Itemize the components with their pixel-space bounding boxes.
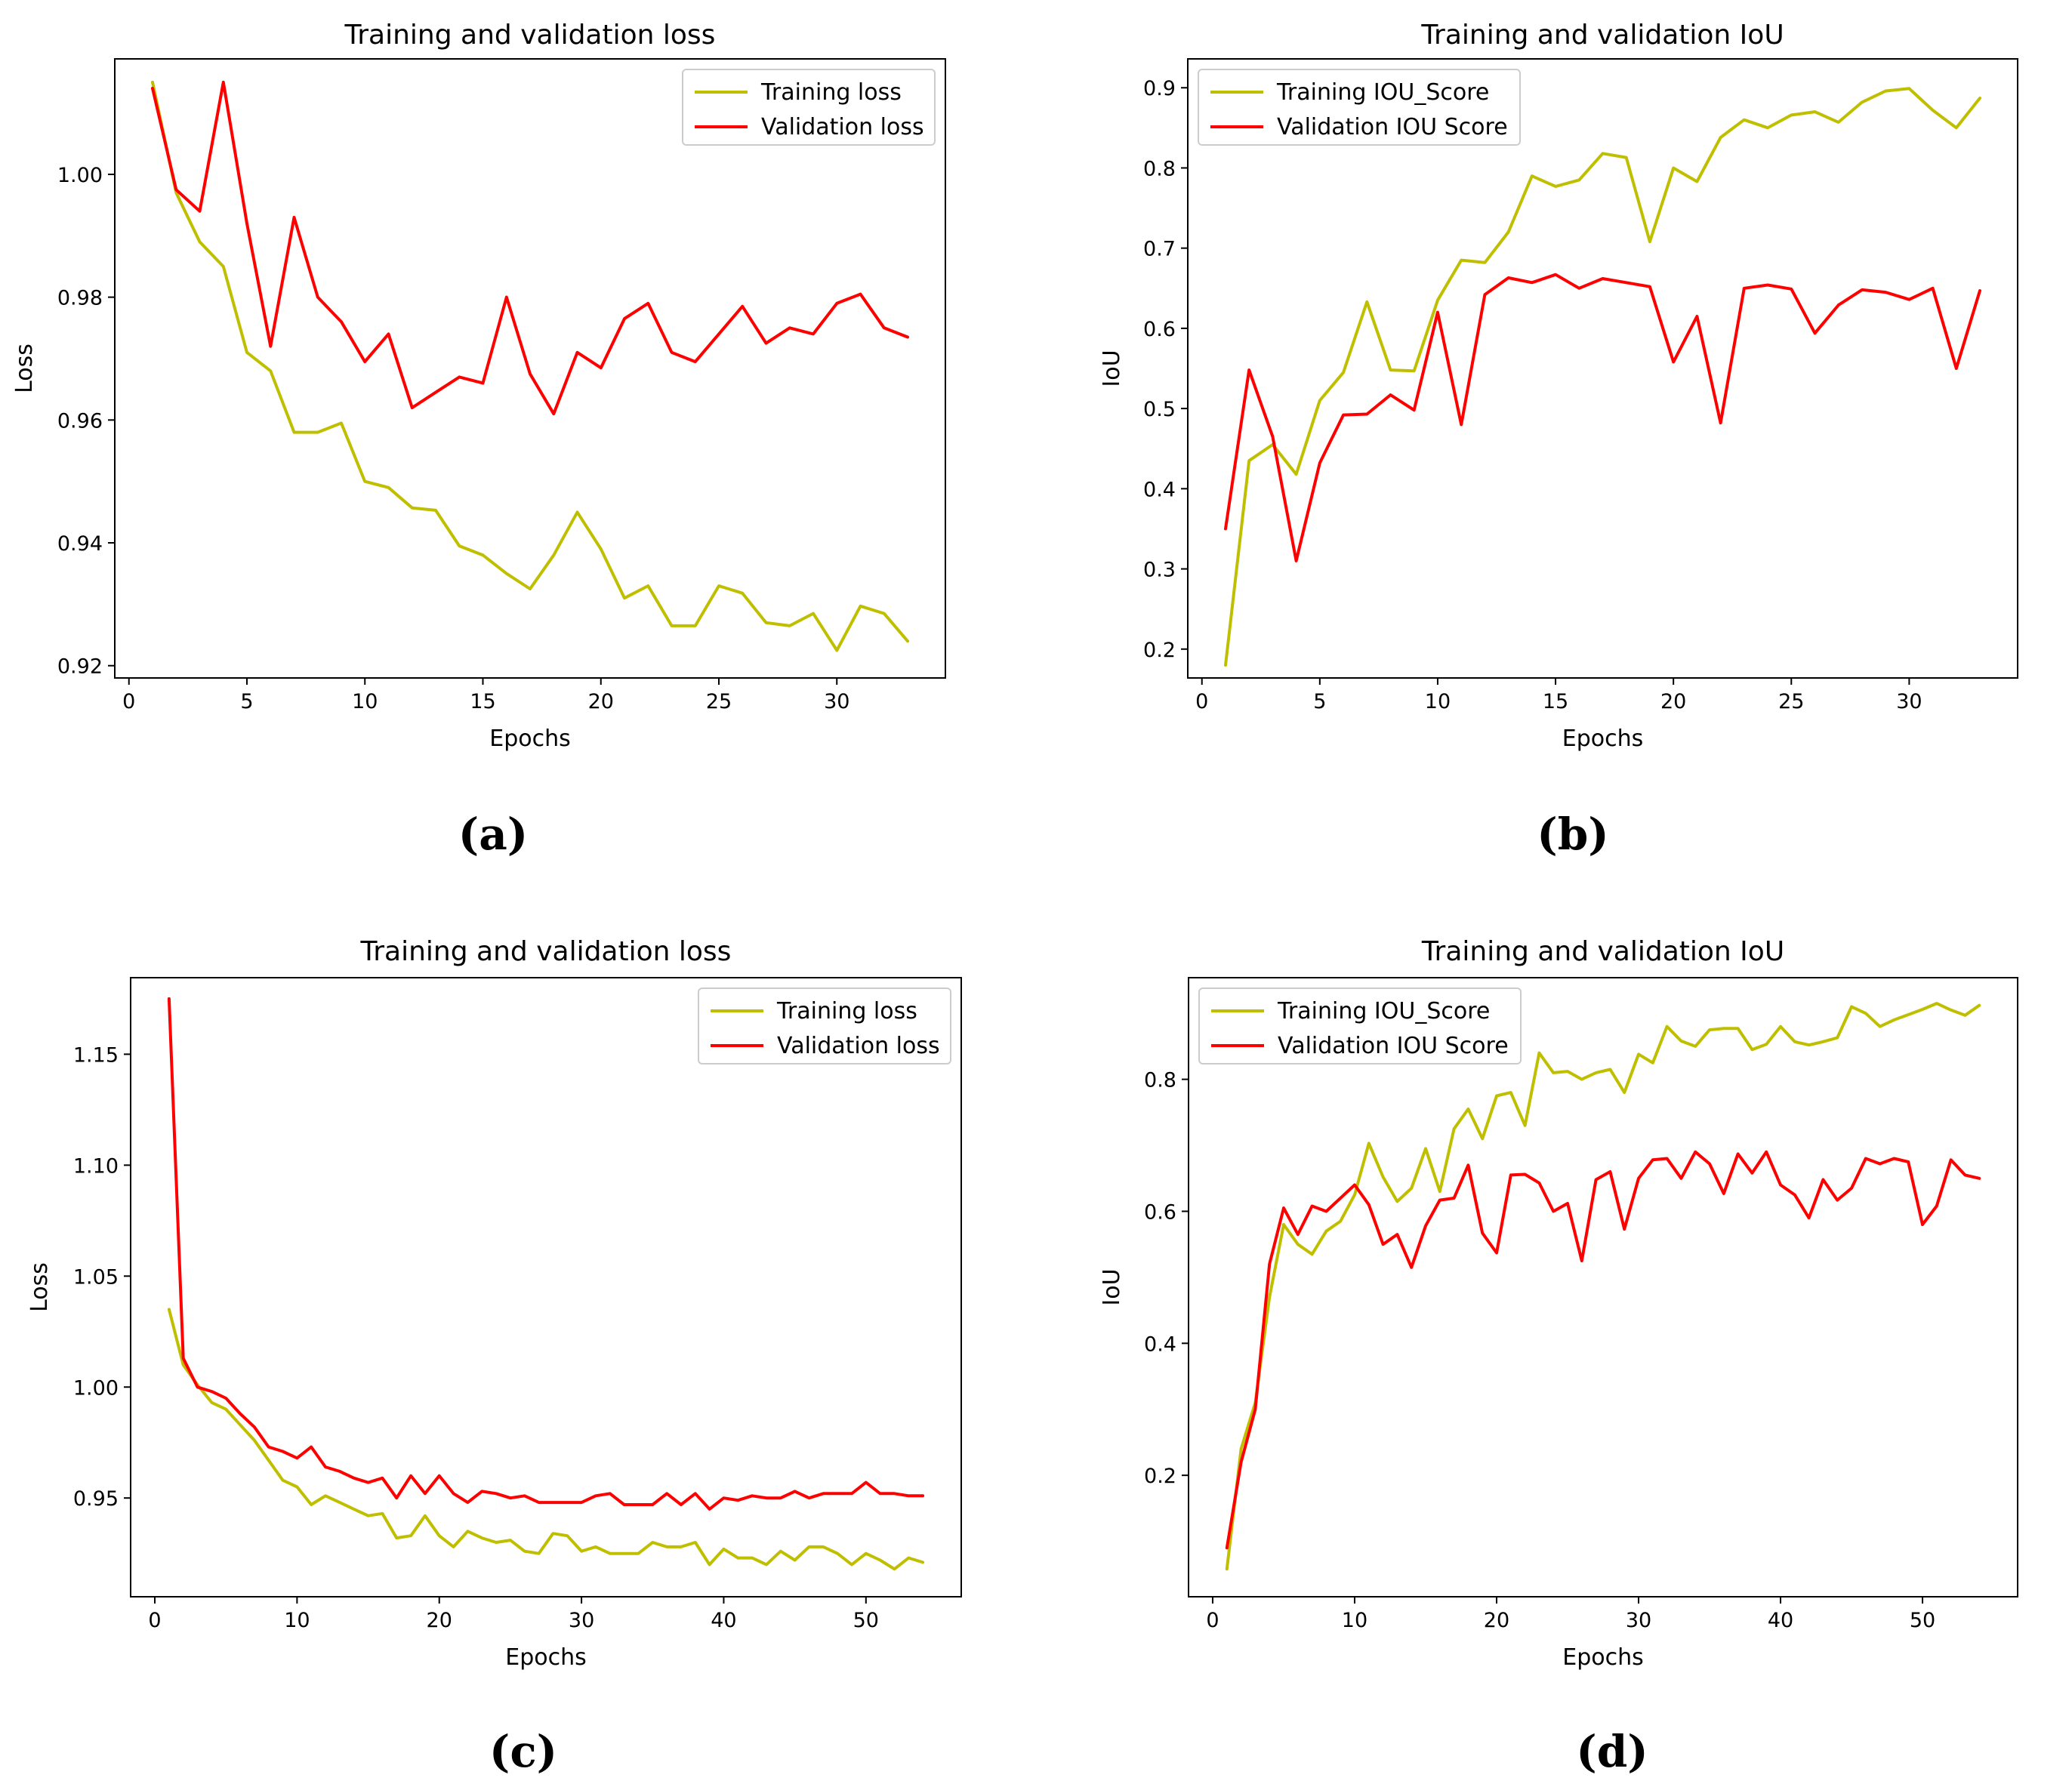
y-tick-label: 0.8 <box>1143 157 1176 180</box>
series-line-training-iou-score <box>1224 87 1981 667</box>
legend: Training loss Validation loss <box>682 69 936 146</box>
series-line-training-iou-score <box>1225 1002 1981 1571</box>
legend-box <box>1198 987 1522 1064</box>
x-tick-label: 0 <box>122 690 135 713</box>
series-line-validation-iou-score <box>1224 273 1981 562</box>
axes-frame <box>1187 58 2018 679</box>
chart-title: Training and validation loss <box>344 20 716 51</box>
legend-label: Validation loss <box>761 114 924 140</box>
y-tick-label: 0.5 <box>1143 398 1176 421</box>
x-tick-label: 30 <box>1626 1609 1651 1632</box>
legend-label: Validation IOU Score <box>1277 114 1508 140</box>
y-axis-label: Loss <box>26 1262 53 1312</box>
y-tick-label: 0.96 <box>57 409 103 433</box>
x-axis-label: Epochs <box>489 726 571 752</box>
x-tick-label: 50 <box>1910 1609 1935 1632</box>
chart-title: Training and validation IoU <box>1420 20 1784 51</box>
y-tick-label: 0.4 <box>1143 478 1176 501</box>
y-axis-label: IoU <box>1099 1268 1125 1305</box>
series-line-training-loss <box>151 80 909 652</box>
legend: Training loss Validation loss <box>698 987 951 1064</box>
axes-frame <box>114 58 946 679</box>
x-axis-label: Epochs <box>1562 1644 1644 1671</box>
y-tick-label: 0.2 <box>1143 639 1176 662</box>
legend: Training IOU_Score Validation IOU Score <box>1198 69 1521 146</box>
legend-label: Training IOU_Score <box>1276 79 1489 106</box>
y-tick-label: 0.2 <box>1144 1465 1176 1488</box>
x-tick-label: 0 <box>148 1609 161 1632</box>
legend: Training IOU_Score Validation IOU Score <box>1198 987 1522 1064</box>
x-tick-label: 30 <box>824 690 849 713</box>
x-tick-label: 0 <box>1195 690 1208 713</box>
y-tick-label: 0.7 <box>1143 238 1176 261</box>
series-line-training-loss <box>167 1308 925 1571</box>
chart-title: Training and validation IoU <box>1421 936 1784 967</box>
y-tick-label: 1.15 <box>73 1043 119 1067</box>
panel-caption: (d) <box>1576 1726 1648 1777</box>
chart-panel-2: 0 5 10 15 20 25 30 0.2 0.3 0.4 0.5 0.6 0.7 0.8 0.9 Trai… <box>1099 20 2018 860</box>
series-line-validation-iou-score <box>1225 1150 1981 1550</box>
y-tick-label: 1.05 <box>73 1265 119 1289</box>
x-tick-label: 0 <box>1206 1609 1219 1632</box>
x-tick-label: 25 <box>1778 690 1804 713</box>
chart-panel-1: 0 5 10 15 20 25 30 0.92 0.94 0.96 0.98 1.00 Training… <box>11 20 946 860</box>
panel-caption: (c) <box>489 1726 557 1777</box>
y-tick-label: 0.4 <box>1144 1333 1176 1356</box>
x-tick-label: 20 <box>1660 690 1686 713</box>
series-line-validation-loss <box>151 80 909 416</box>
chart-panel-4: 0 10 20 30 40 50 0.2 0.4 0.6 0.8 Training and vali… <box>1099 936 2018 1777</box>
series-line-validation-loss <box>167 997 925 1511</box>
y-tick-label: 0.92 <box>57 655 103 679</box>
x-tick-label: 5 <box>240 690 253 713</box>
legend-box <box>1198 69 1521 146</box>
x-tick-label: 20 <box>1484 1609 1509 1632</box>
y-tick-label: 0.9 <box>1143 77 1176 100</box>
y-tick-label: 1.00 <box>57 164 103 187</box>
y-tick-label: 0.8 <box>1144 1069 1176 1092</box>
legend-label: Training IOU_Score <box>1277 998 1490 1024</box>
axes-frame <box>1188 977 2018 1598</box>
x-tick-label: 10 <box>352 690 378 713</box>
y-axis-label: IoU <box>1099 350 1125 387</box>
x-tick-label: 30 <box>1896 690 1922 713</box>
y-tick-label: 0.6 <box>1144 1200 1176 1224</box>
x-tick-label: 5 <box>1313 690 1326 713</box>
x-tick-label: 10 <box>284 1609 310 1632</box>
panel-caption: (a) <box>458 809 528 860</box>
y-tick-label: 0.6 <box>1143 318 1176 341</box>
y-tick-label: 0.95 <box>73 1487 119 1511</box>
y-tick-label: 1.00 <box>73 1376 119 1400</box>
y-axis-label: Loss <box>11 344 38 393</box>
legend-label: Validation loss <box>777 1033 940 1059</box>
legend-label: Training loss <box>760 79 902 106</box>
y-tick-label: 0.98 <box>57 287 103 310</box>
x-axis-label: Epochs <box>1562 726 1644 752</box>
x-tick-label: 25 <box>706 690 732 713</box>
x-tick-label: 40 <box>1768 1609 1793 1632</box>
x-tick-label: 30 <box>569 1609 594 1632</box>
legend-label: Training loss <box>776 998 917 1024</box>
y-tick-label: 0.3 <box>1143 559 1176 582</box>
x-tick-label: 10 <box>1342 1609 1367 1632</box>
x-tick-label: 15 <box>470 690 495 713</box>
x-tick-label: 20 <box>427 1609 452 1632</box>
y-tick-label: 1.10 <box>73 1154 119 1178</box>
panel-caption: (b) <box>1537 809 1608 860</box>
x-tick-label: 40 <box>711 1609 736 1632</box>
x-tick-label: 50 <box>853 1609 879 1632</box>
axes-frame <box>130 977 962 1598</box>
x-tick-label: 15 <box>1543 690 1568 713</box>
x-tick-label: 20 <box>588 690 614 713</box>
legend-label: Validation IOU Score <box>1278 1033 1509 1059</box>
y-tick-label: 0.94 <box>57 532 103 556</box>
chart-title: Training and validation loss <box>360 936 732 967</box>
chart-panel-3: 0 10 20 30 40 50 0.95 1.00 1.05 1.10 1.15 Training … <box>26 936 962 1777</box>
x-axis-label: Epochs <box>505 1644 587 1671</box>
x-tick-label: 10 <box>1425 690 1451 713</box>
